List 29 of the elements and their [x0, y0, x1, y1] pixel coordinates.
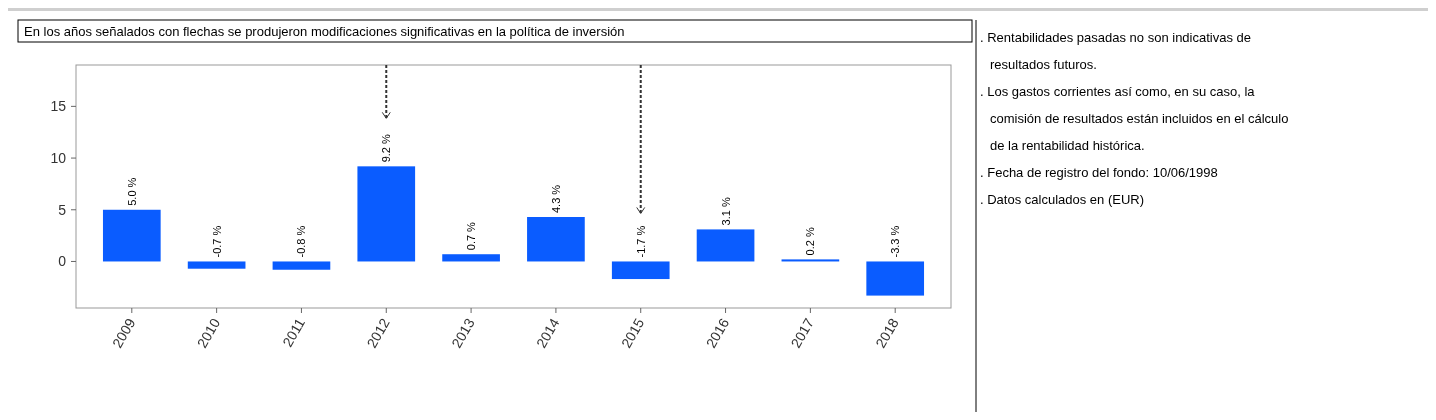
- data-label: 0.7 %: [465, 221, 478, 251]
- data-label: -0.7 %: [210, 225, 223, 258]
- text: . Rentabilidades pasadas no son indicativas de resultados futuros.: [980, 30, 1252, 72]
- bar: [442, 254, 500, 262]
- y-tick-label: 5: [58, 201, 67, 218]
- chart-title: En los años señalados con flechas se produjeron modificaciones significativas en la política de inversión: [24, 24, 625, 39]
- bar: [866, 261, 925, 296]
- data-label: 3.1 %: [719, 197, 732, 226]
- data-label: 5.0 %: [125, 177, 138, 206]
- y-tick-label: 10: [50, 149, 67, 166]
- data-label: 4.3 %: [549, 184, 562, 213]
- bar: [527, 217, 585, 262]
- bar: [611, 261, 670, 280]
- y-tick-label: 0: [58, 253, 67, 270]
- y-tick-label: 15: [50, 98, 67, 115]
- data-label: 0.2 %: [804, 227, 817, 256]
- data-label: -1.7 %: [634, 225, 647, 258]
- bar: [272, 261, 331, 270]
- bar: [357, 166, 416, 262]
- text: . Los gastos corrientes así como, en su caso, la comisión de resultados están incluidos en el cálculo de la rentabilidad histórica.: [980, 84, 1289, 153]
- bar: [187, 261, 246, 269]
- data-label: -0.8 %: [295, 225, 308, 258]
- data-label: -3.3 %: [889, 225, 902, 258]
- text: . Fecha de registro del fondo: 10/06/1998: [980, 165, 1218, 180]
- bar: [102, 209, 161, 262]
- bar: [696, 229, 755, 262]
- data-label: 9.2 %: [380, 133, 393, 163]
- bar: [781, 259, 840, 262]
- text: . Datos calculados en (EUR): [980, 192, 1145, 207]
